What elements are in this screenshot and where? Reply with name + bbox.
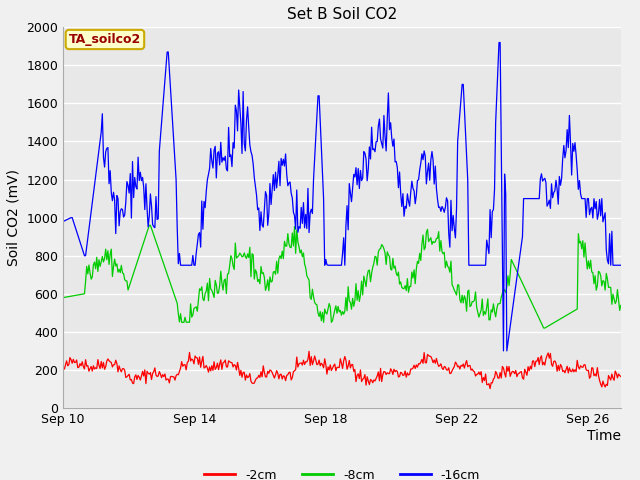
X-axis label: Time: Time xyxy=(587,429,621,443)
Y-axis label: Soil CO2 (mV): Soil CO2 (mV) xyxy=(7,169,21,266)
Title: Set B Soil CO2: Set B Soil CO2 xyxy=(287,7,397,22)
Legend: -2cm, -8cm, -16cm: -2cm, -8cm, -16cm xyxy=(199,464,485,480)
Text: TA_soilco2: TA_soilco2 xyxy=(69,33,141,46)
